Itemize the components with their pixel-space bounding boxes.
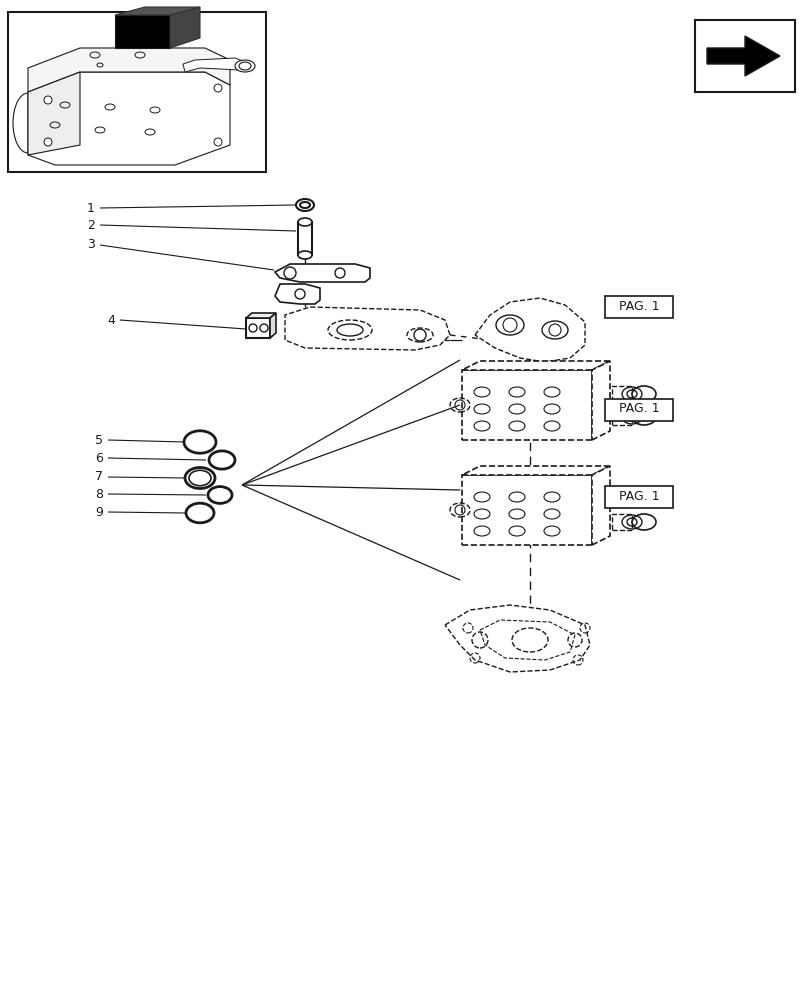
Polygon shape [246, 313, 276, 318]
Text: 9: 9 [95, 506, 103, 518]
Text: PAG. 1: PAG. 1 [618, 300, 659, 312]
Text: 8: 8 [95, 488, 103, 500]
Polygon shape [461, 466, 609, 475]
Polygon shape [611, 386, 631, 402]
Polygon shape [611, 409, 631, 425]
Polygon shape [115, 15, 169, 48]
Polygon shape [28, 72, 80, 155]
Ellipse shape [298, 251, 311, 259]
Text: 7: 7 [95, 471, 103, 484]
Circle shape [44, 138, 52, 146]
Polygon shape [479, 620, 574, 660]
Polygon shape [285, 307, 449, 350]
Bar [604, 296, 672, 318]
Circle shape [44, 96, 52, 104]
Polygon shape [28, 48, 230, 92]
Text: 1: 1 [87, 202, 95, 215]
Polygon shape [28, 72, 230, 165]
Bar [604, 399, 672, 421]
Text: 2: 2 [87, 219, 95, 232]
Polygon shape [444, 605, 590, 672]
Bar [694, 20, 794, 92]
Polygon shape [591, 361, 609, 440]
Polygon shape [611, 491, 631, 507]
Polygon shape [474, 298, 584, 362]
Ellipse shape [234, 60, 255, 72]
Polygon shape [246, 318, 270, 338]
Polygon shape [275, 264, 370, 282]
Circle shape [214, 138, 221, 146]
Text: 6: 6 [95, 452, 103, 464]
Polygon shape [115, 7, 200, 15]
Polygon shape [270, 313, 276, 338]
Polygon shape [591, 466, 609, 545]
Polygon shape [461, 475, 591, 545]
Text: 4: 4 [107, 314, 115, 326]
Polygon shape [611, 514, 631, 530]
Text: PAG. 1: PAG. 1 [618, 402, 659, 416]
Text: 3: 3 [87, 238, 95, 251]
Ellipse shape [298, 218, 311, 226]
Bar [298, 222, 311, 255]
Text: 5: 5 [95, 434, 103, 446]
Polygon shape [275, 284, 320, 304]
Bar [8, 12, 266, 172]
Circle shape [214, 84, 221, 92]
Text: PAG. 1: PAG. 1 [618, 489, 659, 502]
Polygon shape [182, 58, 247, 72]
Polygon shape [169, 7, 200, 48]
Polygon shape [461, 361, 609, 370]
Bar [604, 486, 672, 508]
Polygon shape [706, 36, 779, 76]
Polygon shape [461, 370, 591, 440]
